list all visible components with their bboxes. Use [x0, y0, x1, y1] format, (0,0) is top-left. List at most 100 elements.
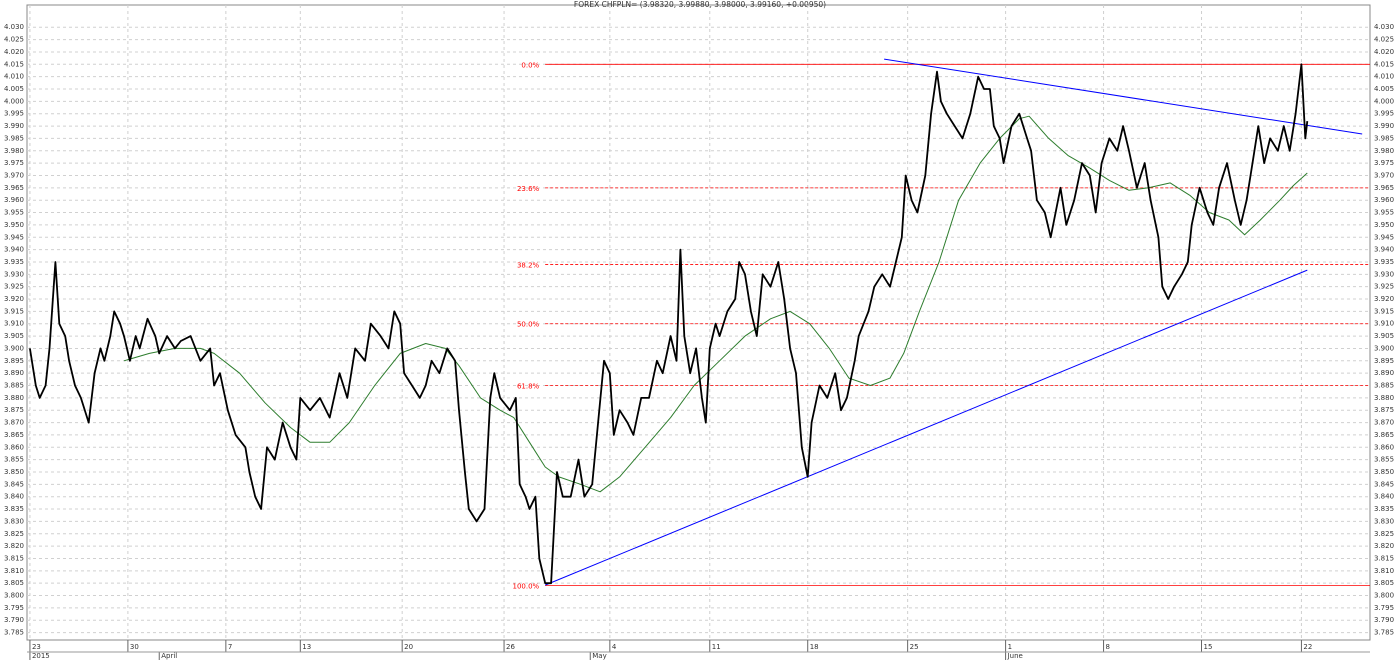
x-tick-label: 23 [32, 643, 41, 651]
y-tick-label-right: 3.950 [1374, 221, 1394, 229]
x-tick-label: 7 [228, 643, 232, 651]
x-tick-label: 13 [302, 643, 311, 651]
y-tick-label: 3.820 [4, 542, 24, 550]
plot-frame [26, 4, 1371, 641]
price-line [29, 63, 1309, 585]
y-tick-label: 3.950 [4, 221, 24, 229]
y-tick-label-right: 4.010 [1374, 73, 1394, 81]
y-tick-label-right: 3.785 [1374, 629, 1394, 637]
y-tick-label: 3.985 [4, 134, 24, 142]
y-tick-label-right: 3.860 [1374, 443, 1394, 451]
x-tick-label: 8 [1106, 643, 1110, 651]
y-tick-label: 3.895 [4, 357, 24, 365]
y-tick-label: 3.885 [4, 382, 24, 390]
y-tick-label-right: 3.980 [1374, 147, 1394, 155]
y-tick-label-right: 4.020 [1374, 48, 1394, 56]
y-tick-label-right: 3.805 [1374, 579, 1394, 587]
x-tick-label: 15 [1204, 643, 1213, 651]
y-tick-label-right: 3.930 [1374, 270, 1394, 278]
y-tick-label-right: 3.890 [1374, 369, 1394, 377]
y-tick-label: 4.020 [4, 48, 24, 56]
y-tick-label: 3.805 [4, 579, 24, 587]
y-tick-label-right: 3.870 [1374, 419, 1394, 427]
chart-title: FOREX CHFPLN= (3.98320, 3.99880, 3.98000… [574, 0, 826, 9]
y-tick-label: 3.870 [4, 419, 24, 427]
y-tick-label: 3.810 [4, 567, 24, 575]
y-tick-label-right: 3.850 [1374, 468, 1394, 476]
y-tick-label: 4.000 [4, 97, 24, 105]
y-tick-label: 3.790 [4, 616, 24, 624]
y-tick-label: 3.945 [4, 233, 24, 241]
y-tick-label-right: 3.970 [1374, 171, 1394, 179]
x-tick-label: 22 [1303, 643, 1312, 651]
y-tick-label-right: 4.015 [1374, 60, 1394, 68]
y-tick-label: 3.865 [4, 431, 24, 439]
y-tick-label-right: 3.815 [1374, 554, 1394, 562]
y-tick-label-right: 3.795 [1374, 604, 1394, 612]
y-tick-label: 4.025 [4, 36, 24, 44]
fib-label: 38.2% [517, 261, 540, 269]
month-label: June [1007, 652, 1023, 660]
y-tick-label-right: 3.895 [1374, 357, 1394, 365]
fib-label: 0.0% [521, 61, 539, 69]
y-tick-label-right: 3.845 [1374, 480, 1394, 488]
y-tick-label-right: 3.955 [1374, 209, 1394, 217]
fib-label: 100.0% [512, 583, 539, 591]
y-tick-label: 3.910 [4, 320, 24, 328]
y-tick-label: 3.920 [4, 295, 24, 303]
y-tick-label: 3.855 [4, 456, 24, 464]
y-tick-label: 3.955 [4, 209, 24, 217]
y-tick-label: 4.030 [4, 23, 24, 31]
y-tick-label-right: 3.905 [1374, 332, 1394, 340]
y-tick-label: 3.880 [4, 394, 24, 402]
x-tick-label: 25 [910, 643, 919, 651]
y-tick-label: 3.875 [4, 406, 24, 414]
y-tick-label-right: 3.915 [1374, 307, 1394, 315]
y-tick-label: 3.915 [4, 307, 24, 315]
y-tick-label-right: 3.865 [1374, 431, 1394, 439]
y-tick-label-right: 3.990 [1374, 122, 1394, 130]
y-tick-label: 3.980 [4, 147, 24, 155]
fib-label: 50.0% [517, 321, 540, 329]
y-tick-label: 3.785 [4, 629, 24, 637]
x-tick-label: 11 [712, 643, 721, 651]
y-tick-label-right: 3.835 [1374, 505, 1394, 513]
y-tick-label: 4.010 [4, 73, 24, 81]
y-tick-label-right: 3.810 [1374, 567, 1394, 575]
y-tick-label: 3.900 [4, 344, 24, 352]
y-tick-label: 3.935 [4, 258, 24, 266]
y-tick-label: 4.005 [4, 85, 24, 93]
y-tick-label-right: 3.965 [1374, 184, 1394, 192]
y-tick-label-right: 3.830 [1374, 517, 1394, 525]
y-tick-label-right: 3.820 [1374, 542, 1394, 550]
y-tick-label: 3.930 [4, 270, 24, 278]
y-tick-label-right: 3.855 [1374, 456, 1394, 464]
trendline [545, 269, 1308, 586]
y-tick-label: 3.970 [4, 171, 24, 179]
y-tick-label: 3.850 [4, 468, 24, 476]
trendline [884, 58, 1363, 135]
y-tick-label: 3.960 [4, 196, 24, 204]
y-tick-label-right: 3.975 [1374, 159, 1394, 167]
y-tick-label: 3.835 [4, 505, 24, 513]
y-tick-label-right: 3.880 [1374, 394, 1394, 402]
month-label: May [592, 652, 606, 660]
y-tick-label: 3.995 [4, 110, 24, 118]
y-tick-label-right: 4.000 [1374, 97, 1394, 105]
y-tick-label: 3.990 [4, 122, 24, 130]
y-tick-label-right: 4.005 [1374, 85, 1394, 93]
y-tick-label-right: 3.885 [1374, 382, 1394, 390]
y-tick-label-right: 3.875 [1374, 406, 1394, 414]
y-tick-label: 3.830 [4, 517, 24, 525]
y-tick-label: 3.940 [4, 246, 24, 254]
month-label: April [161, 652, 177, 660]
y-tick-label-right: 3.910 [1374, 320, 1394, 328]
y-tick-label: 3.860 [4, 443, 24, 451]
x-tick-label: 30 [130, 643, 139, 651]
y-tick-label-right: 3.825 [1374, 530, 1394, 538]
y-tick-label-right: 3.900 [1374, 344, 1394, 352]
y-tick-label-right: 3.985 [1374, 134, 1394, 142]
x-tick-label: 18 [810, 643, 819, 651]
y-tick-label: 3.965 [4, 184, 24, 192]
